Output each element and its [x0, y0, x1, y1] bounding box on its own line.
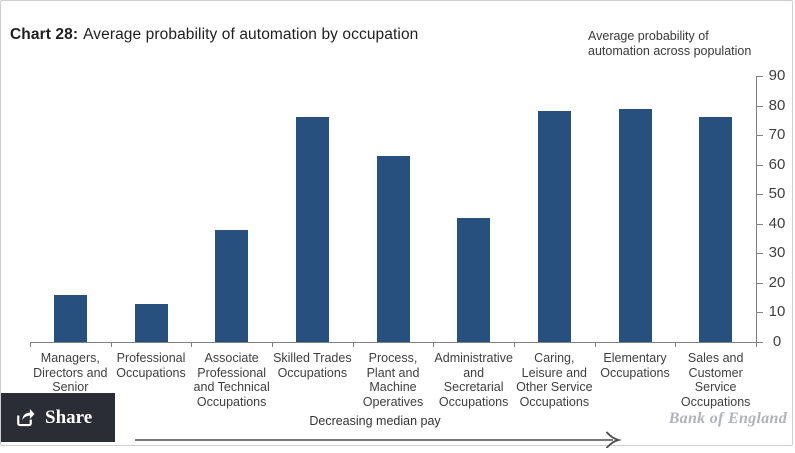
- x-axis-tick: [191, 342, 193, 347]
- decreasing-pay-label: Decreasing median pay: [309, 414, 441, 428]
- bank-of-england-logo: Bank of England: [668, 410, 787, 427]
- bar: [295, 117, 329, 342]
- y-axis-tick: [756, 135, 763, 137]
- bar: [537, 111, 571, 342]
- y-axis-tick-label: 30: [768, 244, 786, 262]
- x-axis-tick: [272, 342, 273, 347]
- y-axis-note-line1: Average probability of: [588, 29, 709, 43]
- bar: [134, 303, 168, 342]
- y-axis-tick: [756, 76, 763, 77]
- y-axis-tick: [756, 342, 763, 343]
- y-axis-line: [756, 76, 757, 343]
- share-button[interactable]: Share: [1, 393, 115, 442]
- bar: [215, 229, 249, 342]
- y-axis-note-line2: automation across population: [588, 44, 752, 58]
- y-axis-tick: [756, 282, 763, 284]
- x-axis-line: [30, 342, 757, 343]
- y-axis-tick: [756, 223, 763, 225]
- bar: [618, 108, 652, 342]
- y-axis-tick-label: 90: [768, 67, 786, 84]
- category-label: Caring, Leisure and Other Service Occupa…: [516, 351, 593, 409]
- chart-title-prefix: Chart 28:: [10, 26, 79, 43]
- category-label: Process, Plant and Machine Operatives: [362, 351, 424, 409]
- x-axis-tick: [352, 342, 354, 347]
- category-label: Sales and Customer Service Occupations: [680, 351, 751, 409]
- y-axis-tick: [756, 105, 763, 107]
- decreasing-pay-arrow-icon: [135, 431, 622, 448]
- y-axis-tick: [756, 253, 763, 255]
- category-label: Managers, Directors and Senior: [33, 351, 108, 394]
- category-label: Professional Occupations: [116, 351, 186, 380]
- y-axis-tick-label: 0: [772, 333, 782, 350]
- category-label: Elementary Occupations: [600, 351, 670, 380]
- x-axis-tick: [110, 342, 112, 347]
- y-axis-tick-label: 40: [768, 214, 786, 232]
- bar: [376, 155, 410, 342]
- y-axis-tick: [756, 312, 763, 314]
- bar: [699, 117, 733, 342]
- y-axis-tick-label: 70: [768, 126, 786, 144]
- x-axis-tick: [594, 342, 596, 347]
- y-axis-tick-label: 20: [768, 273, 786, 291]
- category-label: Associate Professional and Technical Occ…: [193, 351, 270, 409]
- x-axis-tick: [756, 342, 757, 347]
- y-axis-tick-label: 10: [768, 303, 786, 321]
- y-axis-tick: [756, 194, 763, 196]
- y-axis-tick-label: 80: [768, 96, 786, 114]
- y-axis-tick: [756, 164, 763, 166]
- share-icon: [17, 408, 35, 426]
- y-axis-note: Average probability of automation across…: [588, 29, 751, 59]
- x-axis-tick: [30, 342, 31, 347]
- x-axis-tick: [433, 342, 435, 347]
- y-axis-tick-label: 50: [768, 185, 786, 203]
- x-axis-tick: [514, 342, 515, 347]
- category-label: Skilled Trades Occupations: [273, 351, 352, 380]
- x-axis-tick: [675, 342, 677, 347]
- share-button-label: Share: [45, 406, 93, 428]
- bar: [53, 294, 87, 342]
- bar: [457, 217, 491, 342]
- chart-title-text: Average probability of automation by occ…: [83, 26, 419, 43]
- chart-title: Chart 28: Average probability of automati…: [10, 26, 418, 44]
- category-label: Administrative and Secretarial Occupatio…: [434, 351, 513, 409]
- y-axis-tick-label: 60: [768, 155, 786, 173]
